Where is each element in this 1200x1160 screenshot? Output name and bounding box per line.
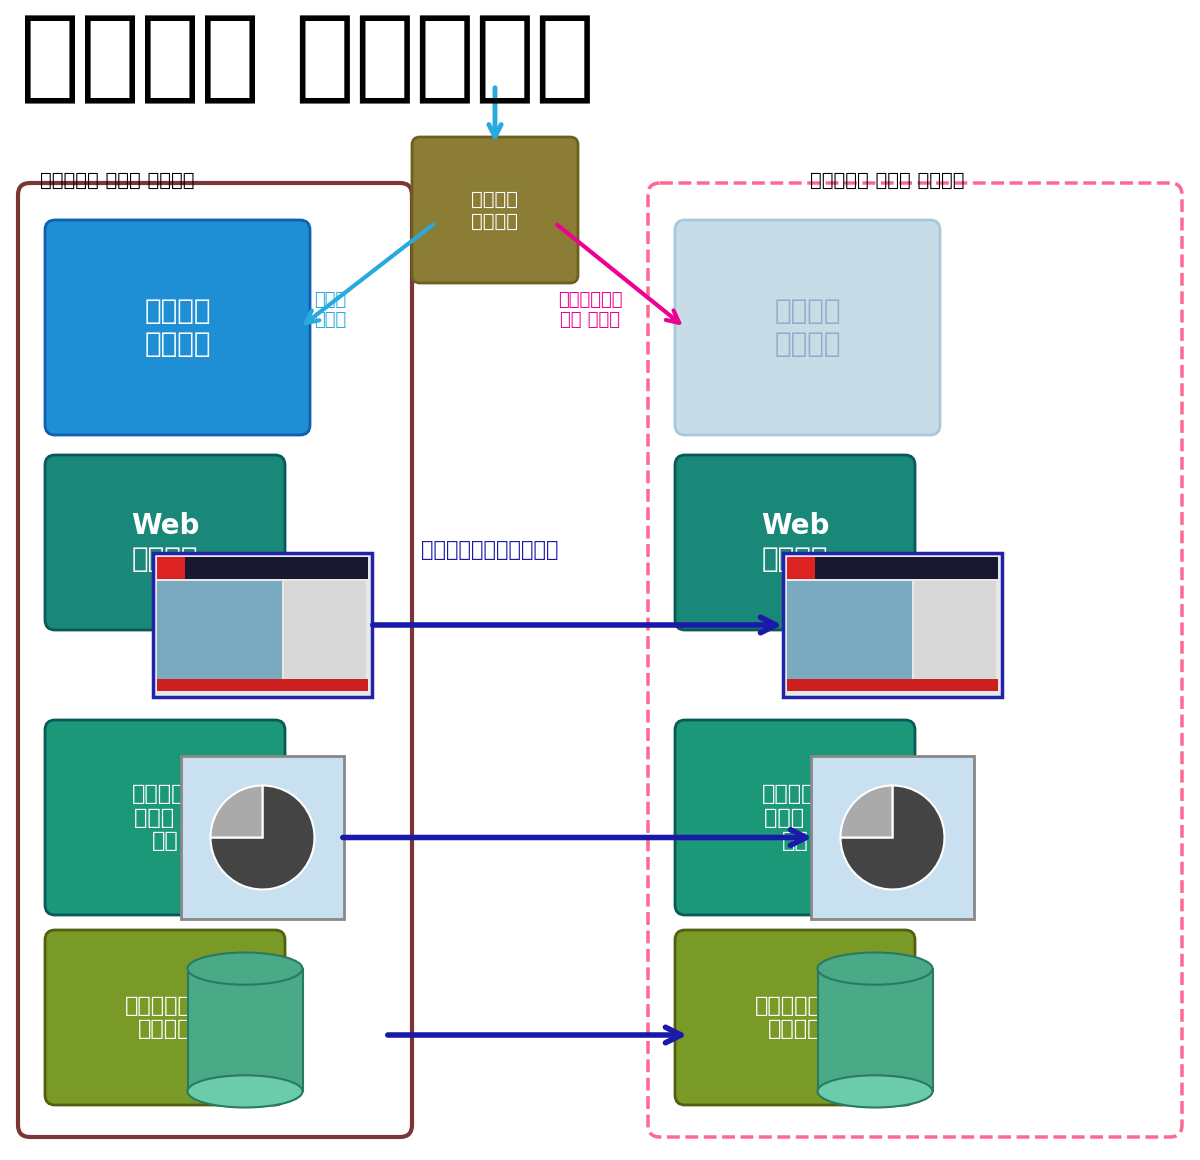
FancyBboxPatch shape — [914, 581, 996, 691]
FancyBboxPatch shape — [46, 720, 286, 915]
Text: Web
サーバー: Web サーバー — [131, 513, 199, 573]
Text: プロキシ
サーバー: プロキシ サーバー — [774, 297, 841, 357]
Text: データベース
サーバー: データベース サーバー — [755, 996, 835, 1039]
Ellipse shape — [187, 1075, 302, 1108]
FancyBboxPatch shape — [674, 220, 940, 435]
FancyBboxPatch shape — [157, 557, 368, 579]
FancyBboxPatch shape — [157, 557, 185, 579]
Text: 通常の
ルート: 通常の ルート — [314, 291, 346, 329]
FancyBboxPatch shape — [674, 720, 916, 915]
FancyBboxPatch shape — [157, 581, 282, 691]
Text: プライマリ データ センター: プライマリ データ センター — [40, 171, 194, 190]
FancyBboxPatch shape — [648, 183, 1182, 1137]
FancyBboxPatch shape — [181, 756, 344, 919]
FancyBboxPatch shape — [787, 557, 998, 579]
Ellipse shape — [817, 952, 932, 985]
Wedge shape — [210, 785, 263, 838]
FancyBboxPatch shape — [787, 679, 998, 691]
Wedge shape — [210, 785, 314, 890]
Text: アプリケー
ション サ
バー: アプリケー ション サ バー — [762, 784, 828, 850]
Text: Web
サーバー: Web サーバー — [761, 513, 829, 573]
Text: フェールオー
バー ルート: フェールオー バー ルート — [558, 291, 623, 329]
FancyBboxPatch shape — [412, 137, 578, 283]
FancyBboxPatch shape — [784, 553, 1002, 697]
Ellipse shape — [817, 1075, 932, 1108]
Text: プロキシ
サーバー: プロキシ サーバー — [144, 297, 211, 357]
Text: スタンバイ データ センター: スタンバイ データ センター — [810, 171, 965, 190]
Wedge shape — [840, 785, 944, 890]
Ellipse shape — [187, 952, 302, 985]
FancyBboxPatch shape — [674, 455, 916, 630]
Text: データベース
サーバー: データベース サーバー — [125, 996, 205, 1039]
Text: アプリケー
ション サ
バー: アプリケー ション サ バー — [132, 784, 198, 850]
FancyBboxPatch shape — [46, 220, 310, 435]
Text: 完全なレプリケーション: 完全なレプリケーション — [421, 541, 559, 560]
FancyBboxPatch shape — [46, 455, 286, 630]
FancyBboxPatch shape — [674, 930, 916, 1105]
FancyBboxPatch shape — [154, 553, 372, 697]
FancyBboxPatch shape — [18, 183, 412, 1137]
FancyBboxPatch shape — [46, 930, 286, 1105]
Wedge shape — [840, 785, 893, 838]
FancyBboxPatch shape — [817, 969, 932, 1092]
FancyBboxPatch shape — [787, 581, 912, 691]
Text: サービス
ルーター: サービス ルーター — [472, 189, 518, 231]
FancyBboxPatch shape — [787, 557, 815, 579]
FancyBboxPatch shape — [811, 756, 974, 919]
FancyBboxPatch shape — [187, 969, 302, 1092]
Text: ウォーム スタンバイ: ウォーム スタンバイ — [20, 10, 595, 107]
FancyBboxPatch shape — [157, 679, 368, 691]
FancyBboxPatch shape — [284, 581, 366, 691]
